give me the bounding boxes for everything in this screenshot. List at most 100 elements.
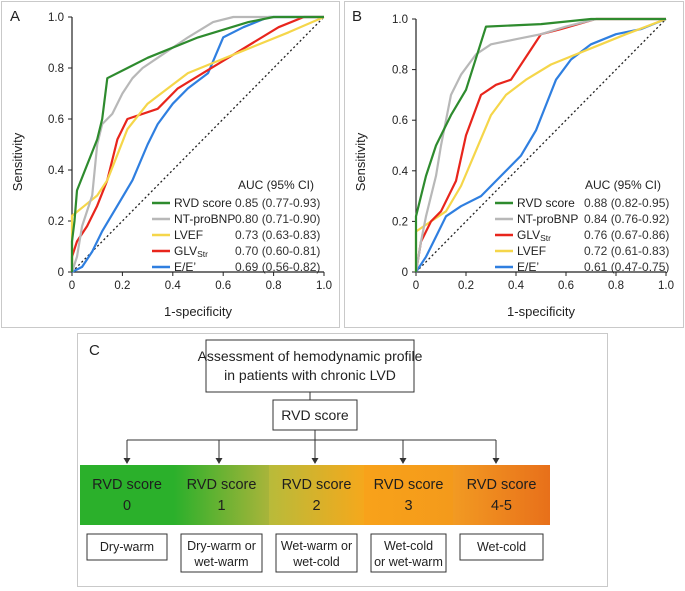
assessment-title-line1: Assessment of hemodynamic profile [198,348,423,364]
outcome-box [275,533,358,573]
legend-header: AUC (95% CI) [238,178,314,192]
x-tick-label: 0.8 [266,280,282,292]
y-tick-label: 0 [58,267,64,279]
x-tick-label: 0.2 [114,280,130,292]
roc-curve-ee [71,15,324,273]
legend-auc-value: 0.72 (0.61-0.83) [584,244,669,258]
arrow-head-icon [123,458,131,464]
y-tick-label: 0.2 [392,216,408,228]
rvd-score-box-label: RVD score [281,407,349,423]
x-tick-label: 0.8 [608,280,624,292]
category-value: 4-5 [491,498,512,514]
legend-label: GLVStr [174,244,208,259]
legend-label: E/E’ [517,260,539,274]
outcome-box [459,533,544,561]
x-tick-label: 0.6 [558,280,574,292]
x-axis-label: 1-specificity [507,304,575,319]
x-tick-label: 0.4 [508,280,525,292]
rvd-score-category-box [364,465,453,525]
legend-label-subscript: Str [540,233,551,243]
arrow-head-icon [399,458,407,464]
rvd-score-category-box [80,465,174,525]
roc-curve-rvd [414,17,666,272]
legend-label: LVEF [517,244,546,258]
reference-diagonal [71,16,325,273]
legend-label: E/E’ [174,260,196,274]
x-tick-label: 0 [69,280,75,292]
x-tick-label: 1.0 [316,280,332,292]
outcome-line1: Wet-cold [384,539,433,553]
legend-auc-value: 0.84 (0.76-0.92) [584,212,669,226]
category-title: RVD score [374,477,444,493]
x-tick-label: 0.6 [215,280,231,292]
category-title: RVD score [282,477,352,493]
x-tick-label: 1.0 [658,280,674,292]
arrow-head-icon [311,458,319,464]
roc-chart-a: A 0 0.2 0.4 0.6 0.8 1.0 0 0.2 0.4 0.6 0.8 1.0 RVD s… [10,8,332,319]
legend-auc-value: 0.61 (0.47-0.75) [584,260,669,274]
roc-curve-glvstr [70,15,324,272]
legend-label: LVEF [174,228,203,242]
legend-label: NT-proBNP [517,212,578,226]
roc-curve-ee [415,17,667,273]
category-value: 3 [404,498,412,514]
legend-label: RVD score [517,196,575,210]
y-tick-label: 0.2 [48,216,64,228]
y-tick-label: 0.8 [392,65,408,77]
legend-auc-value: 0.73 (0.63-0.83) [235,228,320,242]
panel-label: B [352,8,362,25]
y-tick-label: 0.4 [48,165,65,177]
y-tick-label: 0.4 [392,166,409,178]
roc-curve-ntprobnp [70,15,324,273]
outcome-line1: Dry-warm or [187,539,256,553]
y-tick-label: 1.0 [48,12,64,24]
roc-curve-ntprobnp [414,17,666,273]
category-value: 0 [123,498,131,514]
rvd-score-category-box [174,465,269,525]
legend-label-subscript: Str [197,249,208,259]
legend-auc-value: 0.85 (0.77-0.93) [235,196,320,210]
rvd-flowchart: C Assessment of hemodynamic profile in p… [80,339,550,573]
category-title: RVD score [92,477,162,493]
outcome-line1: Wet-cold [477,540,526,554]
x-tick-label: 0.2 [458,280,474,292]
assessment-title-line2: in patients with chronic LVD [224,367,396,383]
category-value: 1 [217,498,225,514]
rvd-score-category-box [269,465,364,525]
legend-auc-value: 0.88 (0.82-0.95) [584,196,669,210]
rvd-score-box [272,399,358,431]
flowchart-panel-c: C Assessment of hemodynamic profile in p… [77,333,608,587]
arrow-head-icon [492,458,500,464]
outcome-box [370,533,447,573]
y-axis-label: Sensitivity [353,132,368,191]
outcome-box [86,533,168,561]
y-tick-label: 0.8 [48,63,64,75]
y-tick-label: 1.0 [392,14,408,26]
outcome-line2: wet-warm [193,555,248,569]
legend-auc-value: 0.69 (0.56-0.82) [235,260,320,274]
y-tick-label: 0.6 [392,115,408,127]
legend-label: NT-proBNP [174,212,235,226]
x-tick-label: 0.4 [165,280,182,292]
y-tick-label: 0 [402,267,408,279]
legend-header: AUC (95% CI) [585,178,661,192]
roc-chart-b: B 0 0.2 0.4 0.6 0.8 1.0 0 0.2 0.4 0.6 0.8 1.0 RVD s… [352,8,674,319]
roc-panel-b: B 0 0.2 0.4 0.6 0.8 1.0 0 0.2 0.4 0.6 0.8 1.0 RVD s… [344,1,684,328]
rvd-score-category-box [453,465,550,525]
outcome-line2: wet-cold [292,555,340,569]
arrow-head-icon [215,458,223,464]
y-axis-label: Sensitivity [10,132,25,191]
legend-auc-value: 0.70 (0.60-0.81) [235,244,320,258]
panel-label: A [10,8,20,25]
category-title: RVD score [467,477,537,493]
legend-label: RVD score [174,196,232,210]
x-axis-label: 1-specificity [164,304,232,319]
legend-label: GLVStr [517,228,551,243]
legend-auc-value: 0.80 (0.71-0.90) [235,212,320,226]
panel-label: C [89,342,100,359]
x-tick-label: 0 [413,280,419,292]
reference-diagonal [415,18,667,273]
category-value: 2 [312,498,320,514]
y-tick-label: 0.6 [48,114,64,126]
assessment-box [205,339,415,393]
